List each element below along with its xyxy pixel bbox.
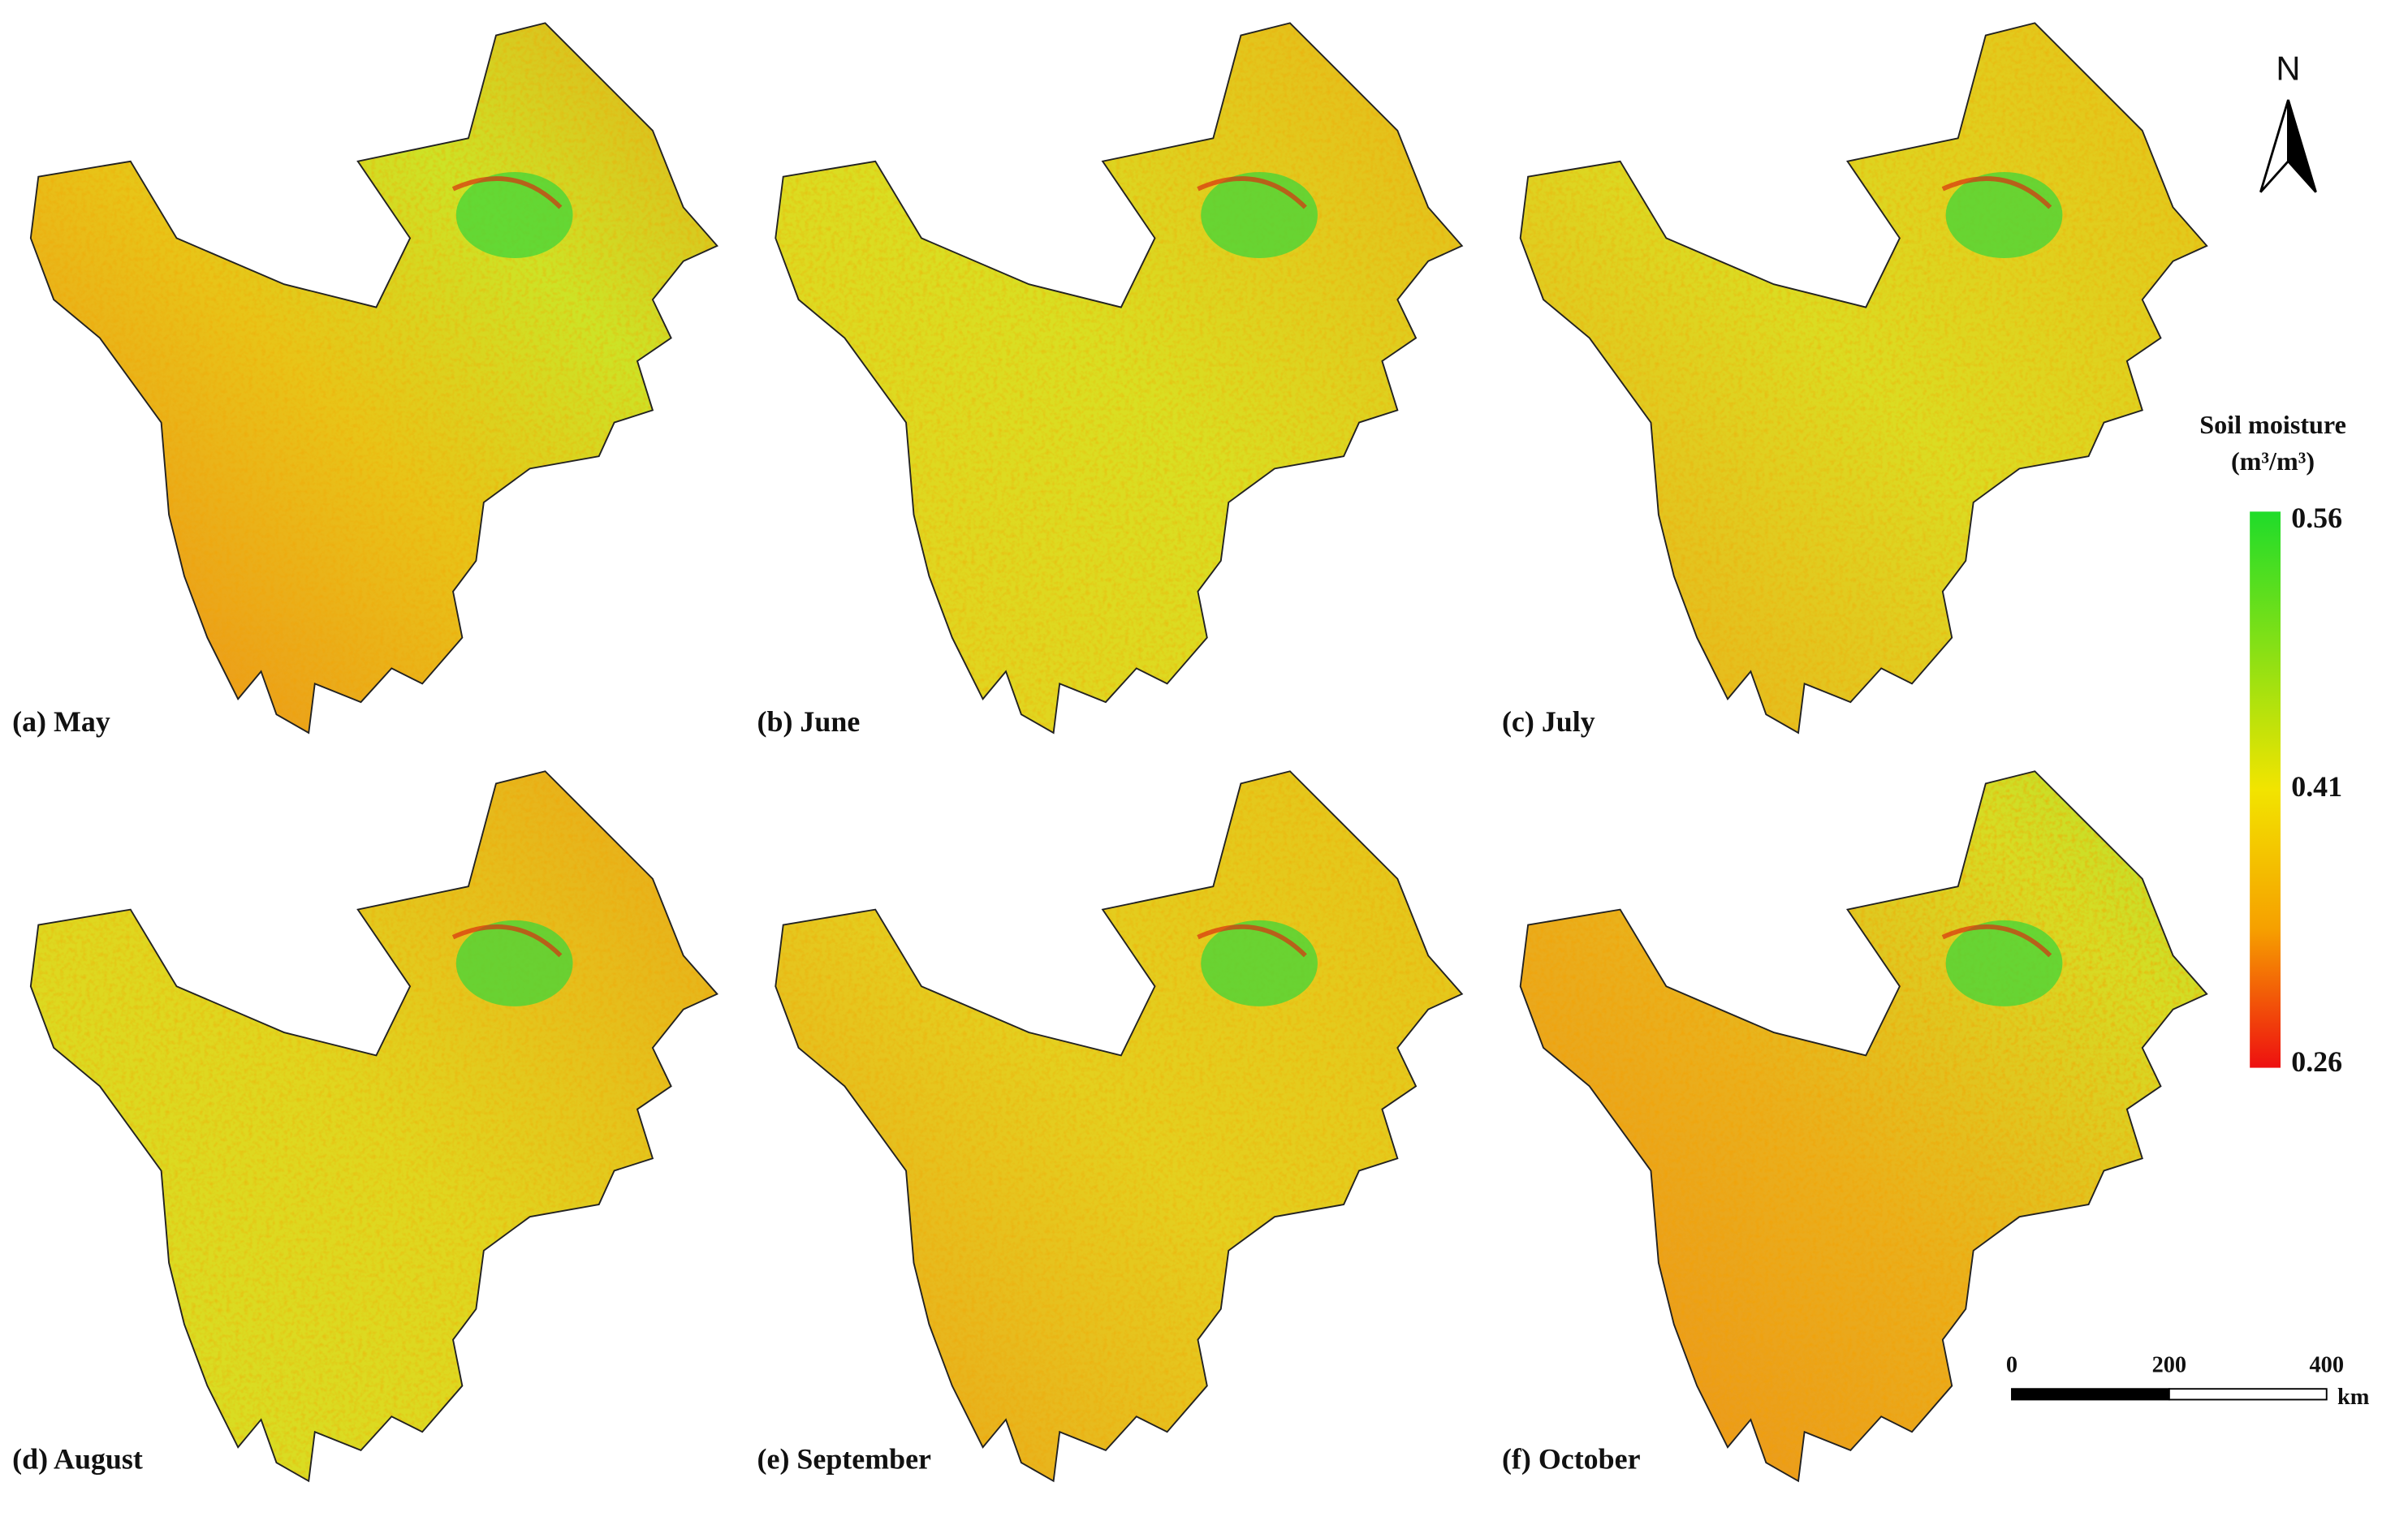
panel-label: (f) October [1502,1443,1641,1476]
noise [775,23,1462,733]
noise [30,23,718,733]
north-label: N [2276,49,2300,87]
legend-ticks: 0.56 0.41 0.26 [2291,502,2342,1078]
highland [455,920,573,1006]
highland [455,172,573,259]
map-panel: (c) July [1502,22,2208,738]
texture [1520,771,2207,1481]
noise [1520,23,2207,733]
legend-tick-label: 0.26 [2291,1045,2342,1078]
scale-tick-label: 400 [2309,1352,2344,1377]
texture [30,771,718,1481]
legend-unit: (m³/m³) [2231,446,2315,476]
scale-unit: km [2337,1385,2370,1410]
map-panel: (b) June [757,22,1463,738]
panel-label: (e) September [757,1443,932,1476]
panel-label: (a) May [12,705,110,738]
noise [1520,771,2207,1481]
panel-label: (b) June [757,705,861,738]
texture [1520,23,2207,733]
ridge [1941,176,2052,209]
highland [1945,920,2063,1006]
legend-tick-label: 0.56 [2291,502,2342,534]
scale-segment [2011,1388,2170,1401]
ridge [1941,924,2052,958]
map-panels: (a) May (b) June (c) July (d) August (e) Sep… [12,22,2208,1482]
texture [775,771,1462,1481]
legend-tick-label: 0.41 [2291,770,2342,803]
scale-segment [2168,1388,2328,1401]
panel-label: (d) August [12,1443,143,1476]
colorbar [2250,511,2281,1068]
texture [775,23,1462,733]
noise [30,771,718,1481]
scale-tick-label: 0 [2006,1352,2017,1377]
north-arrow: N [2259,49,2317,193]
texture [30,23,718,733]
legend-title: Soil moisture [2199,410,2346,439]
ridge [1197,924,1307,958]
highland [1201,172,1318,259]
highland [1201,920,1318,1006]
scale-tick-label: 200 [2152,1352,2187,1377]
scale-bar: 0 200 400 km [2006,1352,2370,1410]
highland [1945,172,2063,259]
ridge [451,924,563,958]
map-panel: (f) October [1502,770,2208,1482]
map-panel: (a) May [12,22,719,738]
map-panel: (e) September [757,770,1463,1482]
ridge [1197,176,1307,209]
map-panel: (d) August [12,770,719,1482]
ridge [451,176,563,209]
noise [775,771,1462,1481]
panel-label: (c) July [1502,705,1595,738]
